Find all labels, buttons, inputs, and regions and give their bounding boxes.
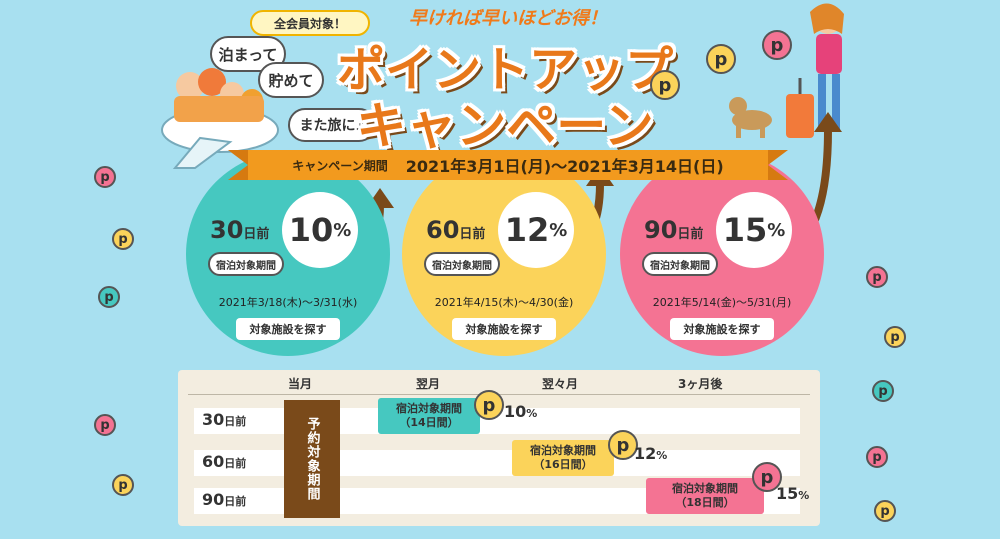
ribbon-tail xyxy=(228,150,248,180)
point-coin-icon: p xyxy=(650,70,680,100)
speech-bubble: また旅に♪ xyxy=(288,108,376,142)
point-coin-icon: p xyxy=(706,44,736,74)
row-label: 60日前 xyxy=(202,452,247,471)
point-coin-icon: p xyxy=(112,474,134,496)
column-header: 翌月 xyxy=(416,377,441,391)
tier-circle-30: 30日前 10% 宿泊対象期間 2021年3/18(木)～3/31(水) 対象施… xyxy=(186,152,390,356)
campaign-title-line2: キャンペーン xyxy=(356,97,654,155)
stay-period-range: 2021年5/14(金)～5/31(月) xyxy=(652,296,792,309)
tier-days: 90日前 xyxy=(644,216,704,244)
campaign-title-line1: ポイントアップ xyxy=(336,42,673,98)
find-facilities-button[interactable]: 対象施設を探す xyxy=(236,318,340,340)
row-label: 90日前 xyxy=(202,490,247,509)
airplane-illustration xyxy=(161,68,279,169)
point-coin-icon: p xyxy=(94,166,116,188)
schedule-table: 当月 翌月 翌々月 3ヶ月後 30日前 60日前 90日前 予約対象期間 宿泊対… xyxy=(178,370,820,526)
campaign-period-ribbon: キャンペーン期間 2021年3月1日(月)～2021年3月14日(日) xyxy=(248,150,768,180)
all-members-badge: 全会員対象！ xyxy=(250,10,370,36)
campaign-period-label: キャンペーン期間 xyxy=(292,158,388,173)
tier-days: 60日前 xyxy=(426,216,486,244)
point-coin-icon: p xyxy=(112,228,134,250)
ribbon-tail xyxy=(768,150,788,180)
tier-circle-90: 90日前 15% 宿泊対象期間 2021年5/14(金)～5/31(月) 対象施… xyxy=(620,152,824,356)
point-coin-icon: p xyxy=(752,462,782,492)
column-header: 当月 xyxy=(288,377,313,391)
point-coin-icon: p xyxy=(866,446,888,468)
point-coin-icon: p xyxy=(866,266,888,288)
point-coin-icon: p xyxy=(94,414,116,436)
find-facilities-button[interactable]: 対象施設を探す xyxy=(452,318,556,340)
point-coin-icon: p xyxy=(872,380,894,402)
tier-circle-60: 60日前 12% 宿泊対象期間 2021年4/15(木)～4/30(金) 対象施… xyxy=(402,152,606,356)
tier-days: 30日前 xyxy=(210,216,270,244)
stay-period-block: 宿泊対象期間 （16日間） xyxy=(512,440,614,476)
tagline: 早ければ早いほどお得！ xyxy=(409,8,607,29)
point-coin-icon: p xyxy=(608,430,638,460)
stay-period-range: 2021年4/15(木)～4/30(金) xyxy=(434,296,574,309)
row-percent: 10% xyxy=(504,402,538,421)
booking-period-bar: 予約対象期間 xyxy=(284,400,340,518)
speech-bubble: 泊まって xyxy=(210,36,286,72)
campaign-period-dates: 2021年3月1日(月)～2021年3月14日(日) xyxy=(405,157,724,176)
column-header: 翌々月 xyxy=(542,377,579,391)
dog-illustration xyxy=(729,97,772,138)
tier-percent: 15% xyxy=(716,192,792,268)
girl-with-suitcase-illustration xyxy=(786,3,844,138)
point-coin-icon: p xyxy=(884,326,906,348)
stay-period-block: 宿泊対象期間 （18日間） xyxy=(646,478,764,514)
point-coin-icon: p xyxy=(874,500,896,522)
row-label: 30日前 xyxy=(202,410,247,429)
speech-bubble: 貯めて xyxy=(258,62,324,98)
row-percent: 12% xyxy=(634,444,668,463)
stay-period-block: 宿泊対象期間 （14日間） xyxy=(378,398,480,434)
stay-period-label: 宿泊対象期間 xyxy=(642,252,718,276)
point-coin-icon: p xyxy=(762,30,792,60)
stay-period-label: 宿泊対象期間 xyxy=(208,252,284,276)
point-coin-icon: p xyxy=(474,390,504,420)
point-coin-icon: p xyxy=(98,286,120,308)
find-facilities-button[interactable]: 対象施設を探す xyxy=(670,318,774,340)
stay-period-label: 宿泊対象期間 xyxy=(424,252,500,276)
row-percent: 15% xyxy=(776,484,810,503)
stay-period-range: 2021年3/18(木)～3/31(水) xyxy=(218,296,358,309)
tier-percent: 10% xyxy=(282,192,358,268)
column-header: 3ヶ月後 xyxy=(678,377,723,391)
tier-percent: 12% xyxy=(498,192,574,268)
